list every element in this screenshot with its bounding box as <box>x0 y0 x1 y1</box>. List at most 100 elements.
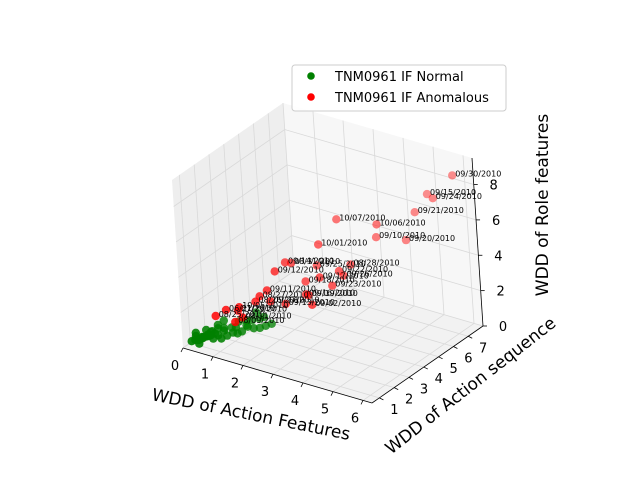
point-date-label: 09/20/2010 <box>409 234 455 243</box>
data-point-anomalous <box>372 220 381 229</box>
y-tick-mark <box>468 335 473 339</box>
point-date-label: 09/21/2010 <box>418 206 464 215</box>
data-point-normal <box>219 316 228 325</box>
x-tick-label: 0 <box>171 359 179 374</box>
data-point-normal <box>252 308 261 317</box>
point-date-label: 08/27/2010 <box>263 290 309 299</box>
data-point-normal <box>197 334 207 343</box>
data-point-normal <box>243 322 252 331</box>
z-tick-label: 2 <box>497 285 505 300</box>
data-point-anomalous <box>301 277 310 286</box>
grid-line-z <box>173 129 474 207</box>
y-tick-mark <box>379 397 384 401</box>
data-point-anomalous <box>308 300 317 309</box>
point-date-label: 08/26/2010 <box>259 296 305 305</box>
data-point-anomalous <box>266 297 275 306</box>
data-point-anomalous <box>371 233 381 242</box>
y-axis-line <box>371 325 484 404</box>
point-date-label: 09/27/2010 <box>273 295 319 304</box>
data-point-anomalous <box>281 299 290 309</box>
point-date-label: 09/26/2010 <box>347 270 393 279</box>
data-point-anomalous <box>262 286 272 295</box>
point-date-label: 09/15/2010 <box>430 188 476 197</box>
point-date-label: 10/05/2010 <box>242 301 288 310</box>
x-tick-mark <box>240 365 244 370</box>
point-date-label: 08/09/2010 <box>238 316 284 325</box>
point-date-label: 07/29/2010 <box>241 305 287 314</box>
axis-lines <box>182 157 484 404</box>
data-point-anomalous <box>422 189 432 199</box>
grid-line-z <box>175 164 477 243</box>
data-points <box>187 171 457 348</box>
x-tick-label: 6 <box>351 411 359 426</box>
data-point-anomalous <box>235 303 244 312</box>
data-point-anomalous <box>332 215 341 224</box>
point-date-label: 09/24/2010 <box>436 192 482 201</box>
z-tick-label: 4 <box>494 249 502 264</box>
x-tick-mark <box>360 400 364 405</box>
x-tick-mark <box>210 356 214 361</box>
point-date-label: 08/31/2010 <box>294 257 340 266</box>
y-tick-label: 5 <box>449 362 457 377</box>
data-point-anomalous <box>251 297 260 306</box>
z-tick-label: 8 <box>490 179 498 194</box>
x-tick-label: 3 <box>261 385 269 400</box>
point-date-label: 09/22/2010 <box>342 265 388 274</box>
y-tick-label: 4 <box>435 372 443 387</box>
point-date-label: 09/11/2010 <box>270 285 316 294</box>
legend-box <box>291 64 507 112</box>
data-point-anomalous <box>304 290 313 300</box>
data-point-anomalous <box>286 258 296 268</box>
y-tick-label: 2 <box>405 393 413 408</box>
x-axis-line <box>182 347 373 404</box>
grid-line-z <box>178 199 479 278</box>
y-tick-mark <box>423 366 428 370</box>
data-point-normal <box>255 323 265 333</box>
y-tick-label: 3 <box>420 382 428 397</box>
data-point-anomalous <box>314 240 323 249</box>
x-tick-label: 5 <box>321 403 329 418</box>
point-date-label: 09/30/2010 <box>455 169 501 178</box>
data-point-anomalous <box>448 171 457 180</box>
point-date-label: 08/28/2010 <box>354 259 400 268</box>
point-date-label: 10/07/2010 <box>339 213 385 222</box>
point-date-label: 10/06/2010 <box>380 218 426 227</box>
point-date-label: 10/01/2010 <box>321 239 367 248</box>
point-date-label: 09/10/2010 <box>379 231 425 240</box>
data-point-anomalous <box>211 311 220 321</box>
data-point-normal <box>217 334 226 343</box>
x-tick-label: 2 <box>231 377 239 392</box>
data-point-anomalous <box>346 260 355 269</box>
data-point-anomalous <box>410 208 419 217</box>
z-tick-label: 0 <box>499 320 507 335</box>
data-point-anomalous <box>315 273 324 282</box>
data-point-normal <box>255 314 264 323</box>
y-tick-mark <box>453 346 458 349</box>
data-point-anomalous <box>401 235 411 245</box>
x-tick-mark <box>330 391 334 396</box>
z-axis-line <box>471 157 484 327</box>
z-tick-label: 6 <box>492 214 500 229</box>
grid-line-z <box>180 235 481 313</box>
data-point-anomalous <box>339 271 348 280</box>
y-tick-label: 7 <box>479 341 487 356</box>
y-tick-label: 6 <box>464 352 472 367</box>
y-tick-mark <box>438 356 443 360</box>
x-tick-label: 1 <box>201 368 209 383</box>
y-tick-label: 1 <box>390 403 398 418</box>
point-date-label: 09/12/2010 <box>278 265 324 274</box>
point-date-label: 09/19/2010 <box>312 289 358 298</box>
x-tick-mark <box>300 382 304 388</box>
point-date-label: 09/25/2010 <box>320 260 366 269</box>
point-date-label: 09/16/2010 <box>309 288 355 297</box>
legend-label-anomalous: TNM0961 IF Anomalous <box>334 91 489 106</box>
x-tick-label: 4 <box>291 394 299 409</box>
point-date-label: 09/17/2010 <box>323 272 369 281</box>
point-date-label: 09/13/2010 <box>289 298 335 307</box>
pane-right <box>283 103 483 326</box>
legend-marker-anomalous <box>307 93 315 101</box>
x-tick-mark <box>180 347 184 353</box>
point-date-label: 08/11/2010 <box>246 311 292 320</box>
